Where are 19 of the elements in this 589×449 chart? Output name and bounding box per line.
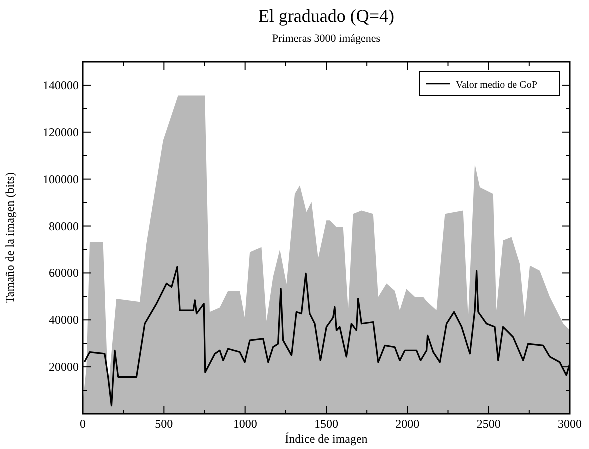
y-tick-label: 60000 — [49, 266, 79, 280]
x-tick-label: 2500 — [476, 417, 501, 431]
y-tick-label: 80000 — [49, 219, 79, 234]
y-tick-label: 20000 — [49, 360, 79, 374]
x-tick-label: 2000 — [396, 417, 420, 431]
y-tick-label: 40000 — [49, 313, 79, 328]
x-tick-label: 1500 — [314, 417, 338, 431]
y-tick-label: 140000 — [43, 78, 79, 92]
y-axis-title: Tamaño de la imagen (bits) — [3, 172, 17, 304]
legend-label: Valor medio de GoP — [456, 80, 538, 91]
x-axis-title: Índice de imagen — [285, 432, 368, 446]
chart-subtitle: Primeras 3000 imágenes — [272, 33, 381, 45]
x-tick-label: 0 — [80, 417, 86, 431]
x-tick-label: 3000 — [558, 417, 582, 431]
x-tick-label: 1000 — [233, 417, 258, 431]
y-tick-label: 100000 — [43, 172, 79, 186]
x-tick-label: 500 — [155, 417, 174, 431]
y-tick-label: 120000 — [43, 125, 79, 140]
chart-title: El graduado (Q=4) — [258, 6, 395, 26]
